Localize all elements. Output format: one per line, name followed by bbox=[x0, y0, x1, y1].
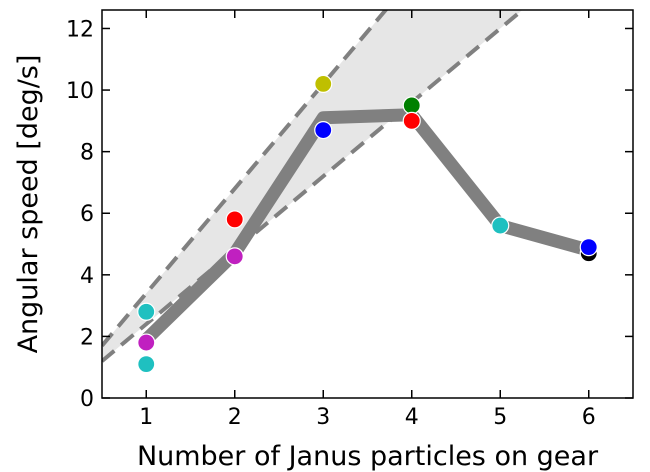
y-tick-label-10: 10 bbox=[66, 79, 94, 104]
data-point-7 bbox=[402, 96, 421, 115]
upper-bound-line bbox=[102, 10, 389, 347]
x-tick-label-3: 3 bbox=[316, 405, 330, 430]
x-axis-label: Number of Janus particles on gear bbox=[137, 441, 599, 472]
data-point-3 bbox=[225, 210, 244, 229]
y-tick-label-0: 0 bbox=[80, 387, 94, 412]
data-point-8 bbox=[402, 111, 421, 130]
y-tick-label-8: 8 bbox=[80, 141, 94, 166]
data-point-6 bbox=[314, 120, 333, 140]
y-tick-label-4: 4 bbox=[80, 264, 94, 289]
axes-frame bbox=[101, 9, 634, 399]
y-tick-label-12: 12 bbox=[66, 17, 94, 42]
y-axis-label: Angular speed [deg/s] bbox=[13, 55, 44, 354]
data-point-1 bbox=[137, 333, 156, 352]
y-tick-label-2: 2 bbox=[80, 325, 94, 350]
x-tick-label-4: 4 bbox=[405, 405, 419, 430]
y-tick-label-6: 6 bbox=[80, 202, 94, 227]
mean-line-0 bbox=[139, 108, 596, 346]
data-point-11 bbox=[579, 238, 598, 257]
plot-area bbox=[102, 10, 598, 374]
data-point-9 bbox=[491, 216, 510, 235]
x-tick-label-6: 6 bbox=[582, 405, 596, 430]
data-point-2 bbox=[137, 355, 156, 374]
data-point-5 bbox=[314, 74, 333, 94]
x-tick-label-2: 2 bbox=[228, 405, 242, 430]
x-tick-label-1: 1 bbox=[139, 405, 153, 430]
data-point-0 bbox=[137, 302, 156, 321]
data-point-4 bbox=[225, 247, 244, 266]
lower-bound-line bbox=[102, 10, 526, 363]
x-tick-label-5: 5 bbox=[493, 405, 507, 430]
